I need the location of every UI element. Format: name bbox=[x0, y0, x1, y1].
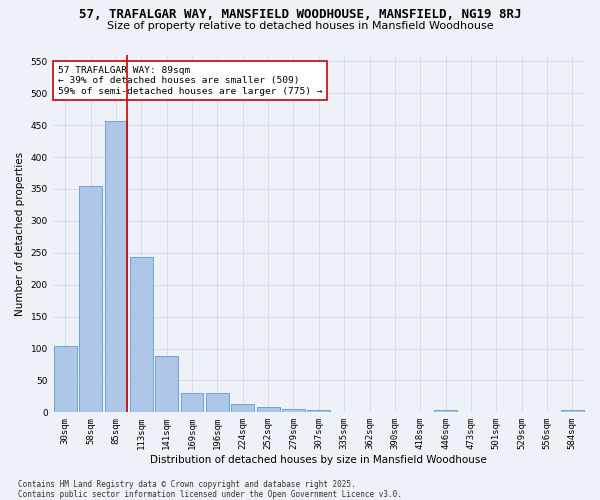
Bar bbox=[54, 346, 77, 412]
Bar bbox=[181, 393, 203, 412]
Bar bbox=[257, 407, 280, 412]
Text: Size of property relative to detached houses in Mansfield Woodhouse: Size of property relative to detached ho… bbox=[107, 21, 493, 31]
Bar bbox=[79, 186, 102, 412]
Bar bbox=[282, 408, 305, 412]
Bar bbox=[561, 410, 584, 412]
Text: Contains HM Land Registry data © Crown copyright and database right 2025.
Contai: Contains HM Land Registry data © Crown c… bbox=[18, 480, 402, 499]
Bar bbox=[307, 410, 330, 412]
X-axis label: Distribution of detached houses by size in Mansfield Woodhouse: Distribution of detached houses by size … bbox=[151, 455, 487, 465]
Y-axis label: Number of detached properties: Number of detached properties bbox=[15, 152, 25, 316]
Bar bbox=[206, 393, 229, 412]
Bar bbox=[155, 356, 178, 412]
Bar bbox=[130, 258, 153, 412]
Text: 57 TRAFALGAR WAY: 89sqm
← 39% of detached houses are smaller (509)
59% of semi-d: 57 TRAFALGAR WAY: 89sqm ← 39% of detache… bbox=[58, 66, 322, 96]
Bar bbox=[104, 120, 127, 412]
Text: 57, TRAFALGAR WAY, MANSFIELD WOODHOUSE, MANSFIELD, NG19 8RJ: 57, TRAFALGAR WAY, MANSFIELD WOODHOUSE, … bbox=[79, 8, 521, 20]
Bar bbox=[232, 404, 254, 412]
Bar bbox=[434, 410, 457, 412]
